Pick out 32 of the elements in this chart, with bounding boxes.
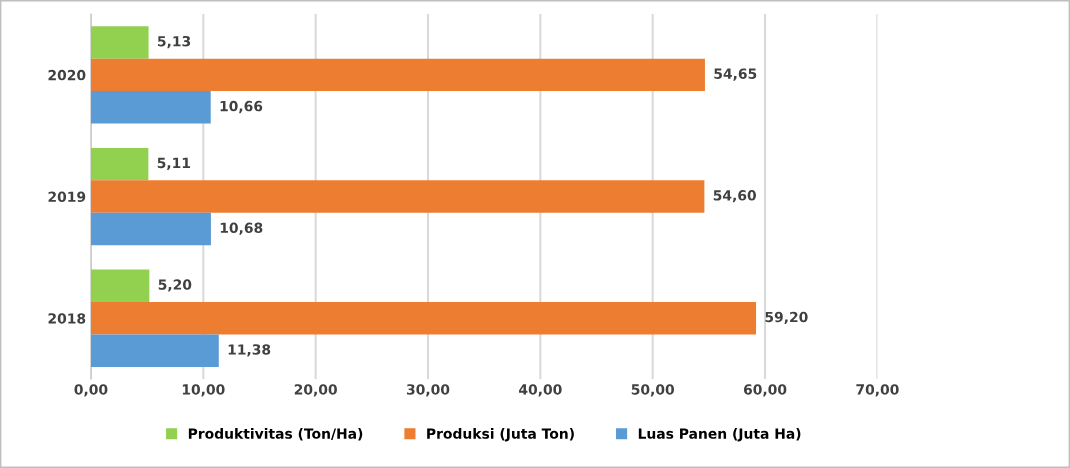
x-tick-label: 70,00 bbox=[856, 384, 899, 397]
bar bbox=[90, 212, 211, 246]
x-tick-label: 60,00 bbox=[743, 384, 787, 397]
x-tick-label: 50,00 bbox=[631, 384, 674, 397]
bar bbox=[90, 58, 705, 92]
y-tick-label: 2018 bbox=[48, 313, 86, 324]
x-tick-label: 40,00 bbox=[519, 384, 562, 397]
bar bbox=[90, 334, 219, 367]
legend-label: Luas Panen (Juta Ha) bbox=[638, 428, 801, 442]
data-label: 54,60 bbox=[713, 190, 756, 203]
bar bbox=[90, 302, 757, 335]
data-label: 10,68 bbox=[220, 222, 263, 235]
x-tick-label: 10,00 bbox=[182, 384, 225, 397]
bar bbox=[90, 91, 211, 124]
data-label: 11,38 bbox=[228, 344, 271, 357]
data-label: 10,66 bbox=[220, 100, 263, 114]
data-label: 54,65 bbox=[714, 68, 757, 81]
data-label: 59,20 bbox=[765, 311, 808, 325]
bar bbox=[90, 269, 150, 303]
x-tick-label: 30,00 bbox=[406, 384, 450, 397]
x-tick-label: 0,00 bbox=[74, 384, 108, 397]
legend-label: Produktivitas (Ton/Ha) bbox=[188, 428, 363, 441]
y-tick-label: 2020 bbox=[48, 69, 86, 81]
bar bbox=[90, 147, 149, 181]
x-tick-label: 20,00 bbox=[294, 384, 337, 397]
data-label: 5,11 bbox=[157, 157, 191, 170]
data-label: 5,13 bbox=[157, 35, 191, 49]
y-tick-label: 2019 bbox=[48, 191, 86, 203]
legend-label: Produksi (Juta Ton) bbox=[427, 428, 574, 442]
data-label: 5,20 bbox=[158, 279, 192, 292]
bar bbox=[90, 180, 705, 213]
bar bbox=[90, 26, 149, 59]
